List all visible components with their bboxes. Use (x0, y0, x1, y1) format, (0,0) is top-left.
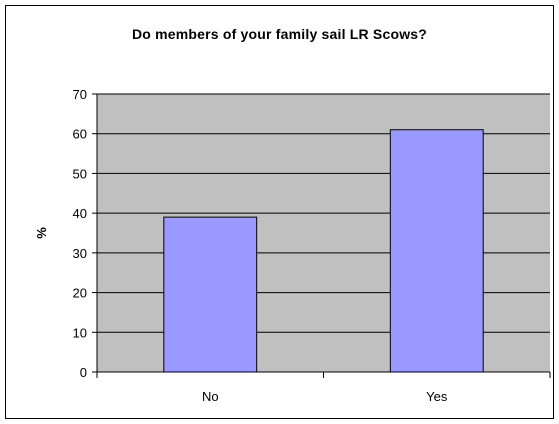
y-tick-labels: 0 10 20 30 40 50 60 70 (73, 87, 87, 380)
y-tick-label: 30 (73, 246, 87, 261)
x-tick-label: No (202, 389, 219, 404)
bar-yes (389, 129, 484, 373)
y-tick-label: 0 (80, 365, 87, 380)
y-tick-label: 20 (73, 286, 87, 301)
y-tick-label: 10 (73, 325, 87, 340)
x-tick-label: Yes (426, 389, 448, 404)
bar-no (163, 216, 258, 373)
chart-title: Do members of your family sail LR Scows? (131, 26, 428, 42)
x-tick-labels: No Yes (202, 389, 448, 404)
y-tick-label: 70 (73, 87, 87, 102)
y-tick-label: 40 (73, 206, 87, 221)
y-axis-title: % (34, 227, 49, 239)
y-tick-label: 60 (73, 127, 87, 142)
y-tick-label: 50 (73, 166, 87, 181)
axes (92, 93, 551, 378)
bars (163, 129, 484, 373)
